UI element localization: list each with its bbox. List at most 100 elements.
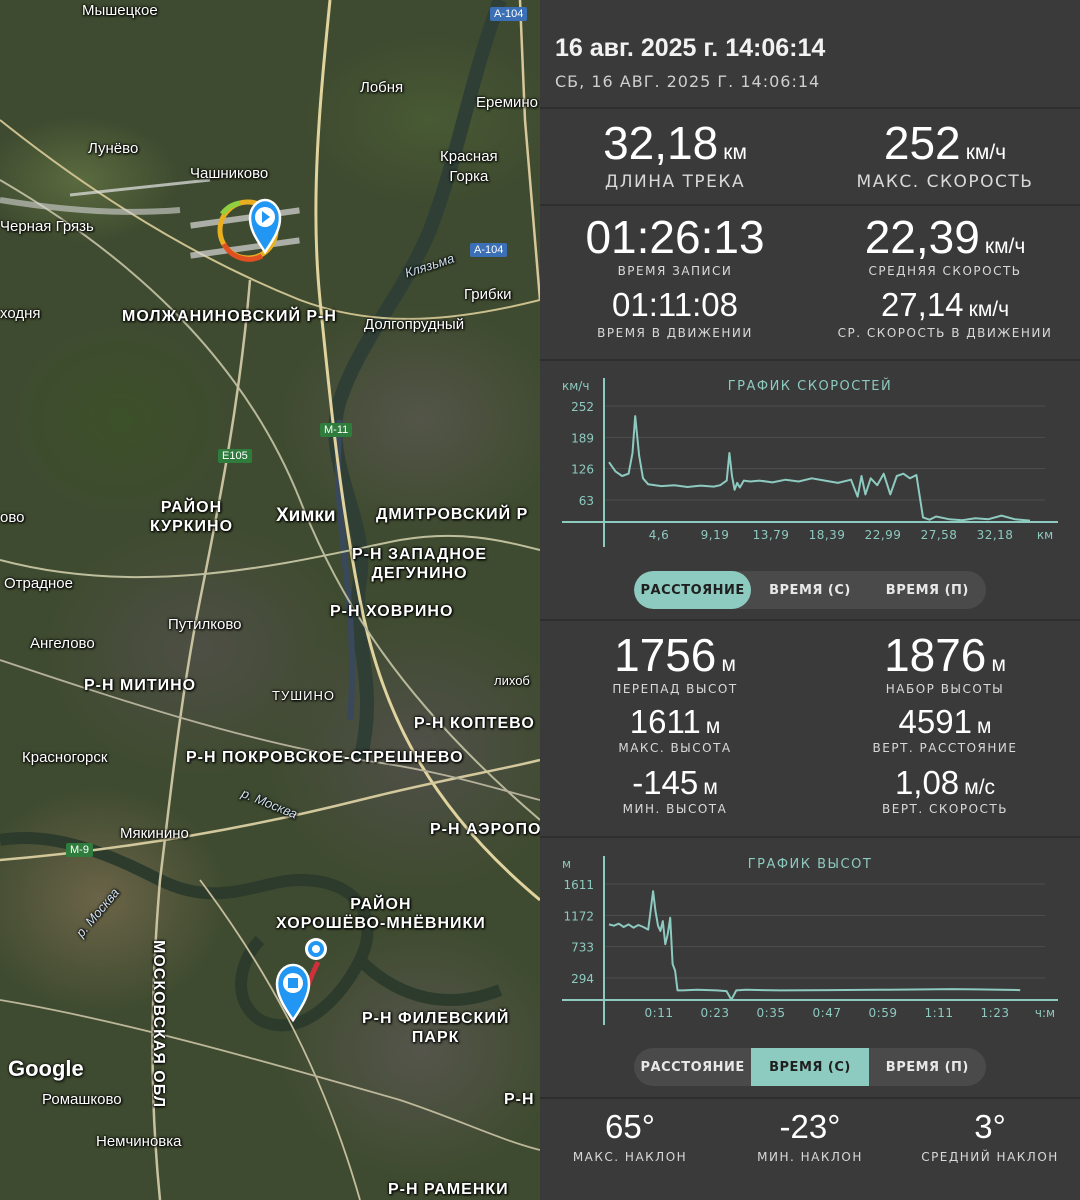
stat-avg-speed: 22,39 км/ч СРЕДНЯЯ СКОРОСТЬ (810, 210, 1080, 278)
chart-y-tick-label: 63 (579, 494, 594, 508)
stat-unit: км/ч (984, 235, 1026, 258)
stat-value: 252 (883, 117, 961, 169)
map-label-kurkino: РАЙОН КУРКИНО (150, 499, 234, 535)
stat-label: МАКС. НАКЛОН (572, 1150, 688, 1164)
map-label-krasnogorsk: Красногорск (22, 749, 108, 766)
chart-series-line (608, 890, 1021, 1001)
chart-x-tick-label: 1:11 (925, 1006, 954, 1020)
speed-mode-time-total-button[interactable]: ВРЕМЯ (С) (769, 582, 851, 598)
stat-unit: м (721, 653, 736, 676)
road-shield-a104: А-104 (490, 7, 528, 21)
chart-x-tick-label: 4,6 (649, 528, 670, 542)
chart-x-tick-label: 22,99 (865, 528, 902, 542)
stat-label: МАКС. СКОРОСТЬ (856, 172, 1034, 192)
elevation-mode-time-total-button[interactable]: ВРЕМЯ (С) (751, 1048, 869, 1086)
chart-y-tick-label: 189 (571, 431, 594, 445)
map-label-romashkovo: Ромашково (42, 1091, 122, 1108)
chart-y-tick-label: 1172 (563, 909, 594, 923)
map-label-ramenki: Р-Н РАМЕНКИ (388, 1181, 509, 1198)
speed-chart[interactable]: ГРАФИК СКОРОСТЕЙ км/ч 252 189 126 63 4,6 9,19 13… (540, 362, 1080, 562)
chart-y-tick-label: 294 (571, 972, 594, 986)
stat-avg-moving-speed: 27,14 км/ч СР. СКОРОСТЬ В ДВИЖЕНИИ (810, 286, 1080, 340)
stat-unit: м (703, 776, 718, 799)
divider (540, 204, 1080, 206)
chart-series-line (608, 415, 1031, 522)
chart-y-unit: м (562, 857, 571, 871)
stat-value: 01:26:13 (585, 211, 765, 263)
chart-y-tick-label: 126 (571, 463, 594, 477)
map-label-nemchinovka: Немчиновка (96, 1133, 182, 1150)
stat-slope-min: -23° МИН. НАКЛОН (720, 1108, 900, 1164)
divider (540, 359, 1080, 361)
chart-x-tick-label: 0:35 (757, 1006, 786, 1020)
stat-vertical-speed: 1,08 м/с ВЕРТ. СКОРОСТЬ (810, 764, 1080, 816)
map-label-myshetskoe: Мышецкое (82, 2, 158, 19)
chart-x-tick-label: 32,18 (977, 528, 1014, 542)
stat-label: ВЕРТ. СКОРОСТЬ (882, 802, 1008, 816)
stat-label: МАКС. ВЫСОТА (618, 741, 732, 755)
stat-vertical-distance: 4591 м ВЕРТ. РАССТОЯНИЕ (810, 703, 1080, 755)
chart-x-tick-label: 18,39 (809, 528, 846, 542)
elevation-mode-time-moving-button[interactable]: ВРЕМЯ (П) (885, 1059, 969, 1075)
speed-mode-time-moving-button[interactable]: ВРЕМЯ (П) (885, 582, 969, 598)
track-end-marker (275, 963, 311, 1023)
map-roads (0, 0, 540, 1200)
elevation-chart[interactable]: ГРАФИК ВЫСОТ м 1611 1172 733 294 0:11 0:23 0:35 0… (540, 840, 1080, 1040)
stat-label: ДЛИНА ТРЕКА (604, 172, 746, 192)
speed-chart-mode-toggle[interactable]: РАССТОЯНИЕ ВРЕМЯ (С) ВРЕМЯ (П) (634, 571, 986, 609)
stat-moving-time: 01:11:08 ВРЕМЯ В ДВИЖЕНИИ (540, 286, 810, 340)
elevation-chart-mode-toggle[interactable]: РАССТОЯНИЕ ВРЕМЯ (С) ВРЕМЯ (П) (634, 1048, 986, 1086)
chart-x-tick-label: 0:59 (869, 1006, 898, 1020)
stat-elevation-diff: 1756 м ПЕРЕПАД ВЫСОТ (540, 628, 810, 696)
stat-label: МИН. ВЫСОТА (622, 802, 728, 816)
map-label-ovo: ово (0, 509, 25, 526)
stat-track-length: 32,18 км ДЛИНА ТРЕКА (540, 116, 810, 192)
stat-label: НАБОР ВЫСОТЫ (885, 682, 1005, 696)
stat-value: 22,39 (864, 211, 980, 263)
chart-x-tick-label: 0:23 (701, 1006, 730, 1020)
map-label-dolgoprudny: Долгопрудный (364, 316, 465, 333)
chart-x-unit: ч:м (1035, 1006, 1055, 1020)
chart-y-tick-label: 733 (571, 941, 594, 955)
stat-value: -23° (779, 1108, 841, 1145)
stat-slope-max: 65° МАКС. НАКЛОН (540, 1108, 720, 1164)
stat-label: ВЕРТ. РАССТОЯНИЕ (872, 741, 1018, 755)
chart-title: ГРАФИК СКОРОСТЕЙ (728, 378, 893, 394)
divider (540, 619, 1080, 621)
stat-unit: м (705, 715, 721, 738)
stat-value: 1,08 (894, 764, 960, 801)
stat-max-speed: 252 км/ч МАКС. СКОРОСТЬ (810, 116, 1080, 192)
stat-unit: м/с (964, 776, 996, 799)
map-label-eremino: Еремино (476, 94, 539, 111)
chart-x-tick-label: 0:47 (813, 1006, 842, 1020)
map-label-pokrovskoe: Р-Н ПОКРОВСКОЕ-СТРЕШНЕВО (186, 749, 464, 766)
stat-value: 4591 (898, 703, 972, 740)
stat-value: -145 (632, 764, 699, 801)
chart-y-tick-label: 252 (571, 400, 594, 414)
map-label-dmitrovsky: ДМИТРОВСКИЙ Р (376, 506, 529, 523)
map-label-gribki: Грибки (464, 286, 512, 303)
speed-mode-distance-button[interactable]: РАССТОЯНИЕ (634, 571, 752, 609)
chart-y-tick-label: 1611 (563, 878, 594, 892)
chart-y-unit: км/ч (562, 379, 589, 393)
track-info-panel: 16 авг. 2025 г. 14:06:14 СБ, 16 АВГ. 202… (540, 0, 1080, 1200)
stat-label: МИН. НАКЛОН (757, 1150, 863, 1164)
map-label-r-n: Р-Н (504, 1091, 535, 1108)
elevation-mode-distance-button[interactable]: РАССТОЯНИЕ (640, 1059, 745, 1075)
stat-label: ПЕРЕПАД ВЫСОТ (612, 682, 738, 696)
stat-unit: км (723, 141, 747, 164)
stat-label: СРЕДНИЙ НАКЛОН (921, 1150, 1059, 1164)
stat-elevation-min: -145 м МИН. ВЫСОТА (540, 764, 810, 816)
map-label-myakinino: Мякинино (120, 825, 189, 842)
stat-value: 3° (974, 1108, 1006, 1145)
map-label-aeroport: Р-Н АЭРОПО (430, 821, 540, 838)
map-label-lihobory: лихоб (494, 673, 530, 688)
map-view[interactable]: Мышецкое Лобня Еремино Лунёво Чашниково … (0, 0, 540, 1200)
stat-unit: км/ч (965, 141, 1007, 164)
chart-x-tick-label: 27,58 (921, 528, 958, 542)
map-label-filevsky: Р-Н ФИЛЕВСКИЙ ПАРК (362, 1010, 510, 1046)
road-shield-e105: E105 (218, 449, 252, 463)
road-shield-a104-2: А-104 (470, 243, 508, 257)
chart-x-tick-label: 9,19 (701, 528, 730, 542)
google-logo: Google (8, 1056, 84, 1081)
